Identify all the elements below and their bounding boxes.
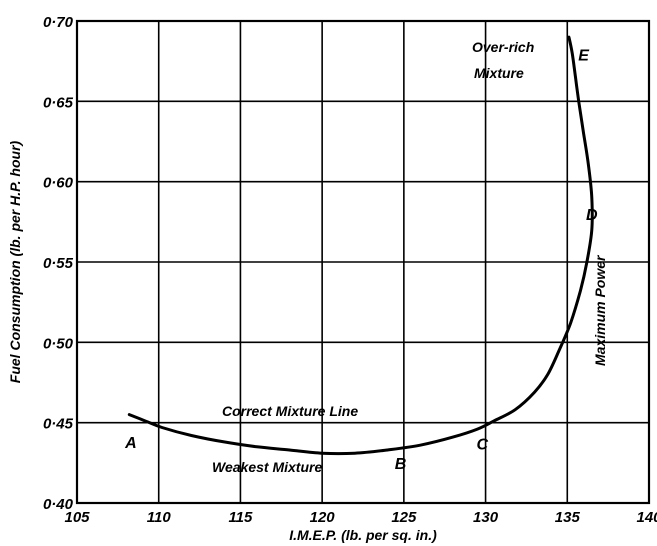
plot-frame	[75, 19, 651, 505]
x-tick-label: 130	[473, 509, 499, 526]
tick-labels: 105 110 115 120 125 130 135 140 0·40 0·45 0·50 0·55…	[43, 14, 657, 526]
annotations: Correct Mixture Line Weakest Mixture Ove…	[7, 39, 608, 543]
point-label-c: C	[477, 437, 489, 454]
y-tick-label: 0·40	[43, 496, 74, 513]
point-label-b: B	[395, 456, 407, 473]
grid	[75, 19, 651, 505]
y-tick-label: 0·60	[43, 175, 74, 192]
x-axis-title: I.M.E.P. (lb. per sq. in.)	[289, 527, 437, 543]
correct-mixture-line-label: Correct Mixture Line	[222, 403, 358, 419]
over-rich-mixture-label: Mixture	[474, 65, 524, 81]
x-tick-label: 120	[310, 509, 336, 526]
data-series	[127, 35, 594, 456]
x-tick-label: 105	[64, 509, 90, 526]
y-tick-label: 0·65	[43, 94, 74, 111]
weakest-mixture-label: Weakest Mixture	[212, 459, 322, 475]
y-tick-label: 0·70	[43, 14, 74, 31]
y-tick-label: 0·50	[43, 335, 74, 352]
y-axis-title: Fuel Consumption (lb. per H.P. hour)	[7, 140, 23, 383]
point-label-a: A	[124, 435, 137, 452]
x-tick-label: 140	[636, 509, 657, 526]
x-tick-label: 135	[555, 509, 581, 526]
y-tick-label: 0·55	[43, 255, 74, 272]
point-label-d: D	[586, 207, 598, 224]
x-tick-label: 125	[391, 509, 417, 526]
over-rich-label: Over-rich	[472, 39, 534, 55]
x-tick-label: 115	[228, 509, 253, 526]
point-label-e: E	[578, 48, 590, 65]
fuel-consumption-curve	[127, 35, 594, 456]
y-tick-label: 0·45	[43, 416, 74, 433]
maximum-power-label: Maximum Power	[592, 254, 608, 366]
x-tick-label: 110	[147, 509, 172, 526]
